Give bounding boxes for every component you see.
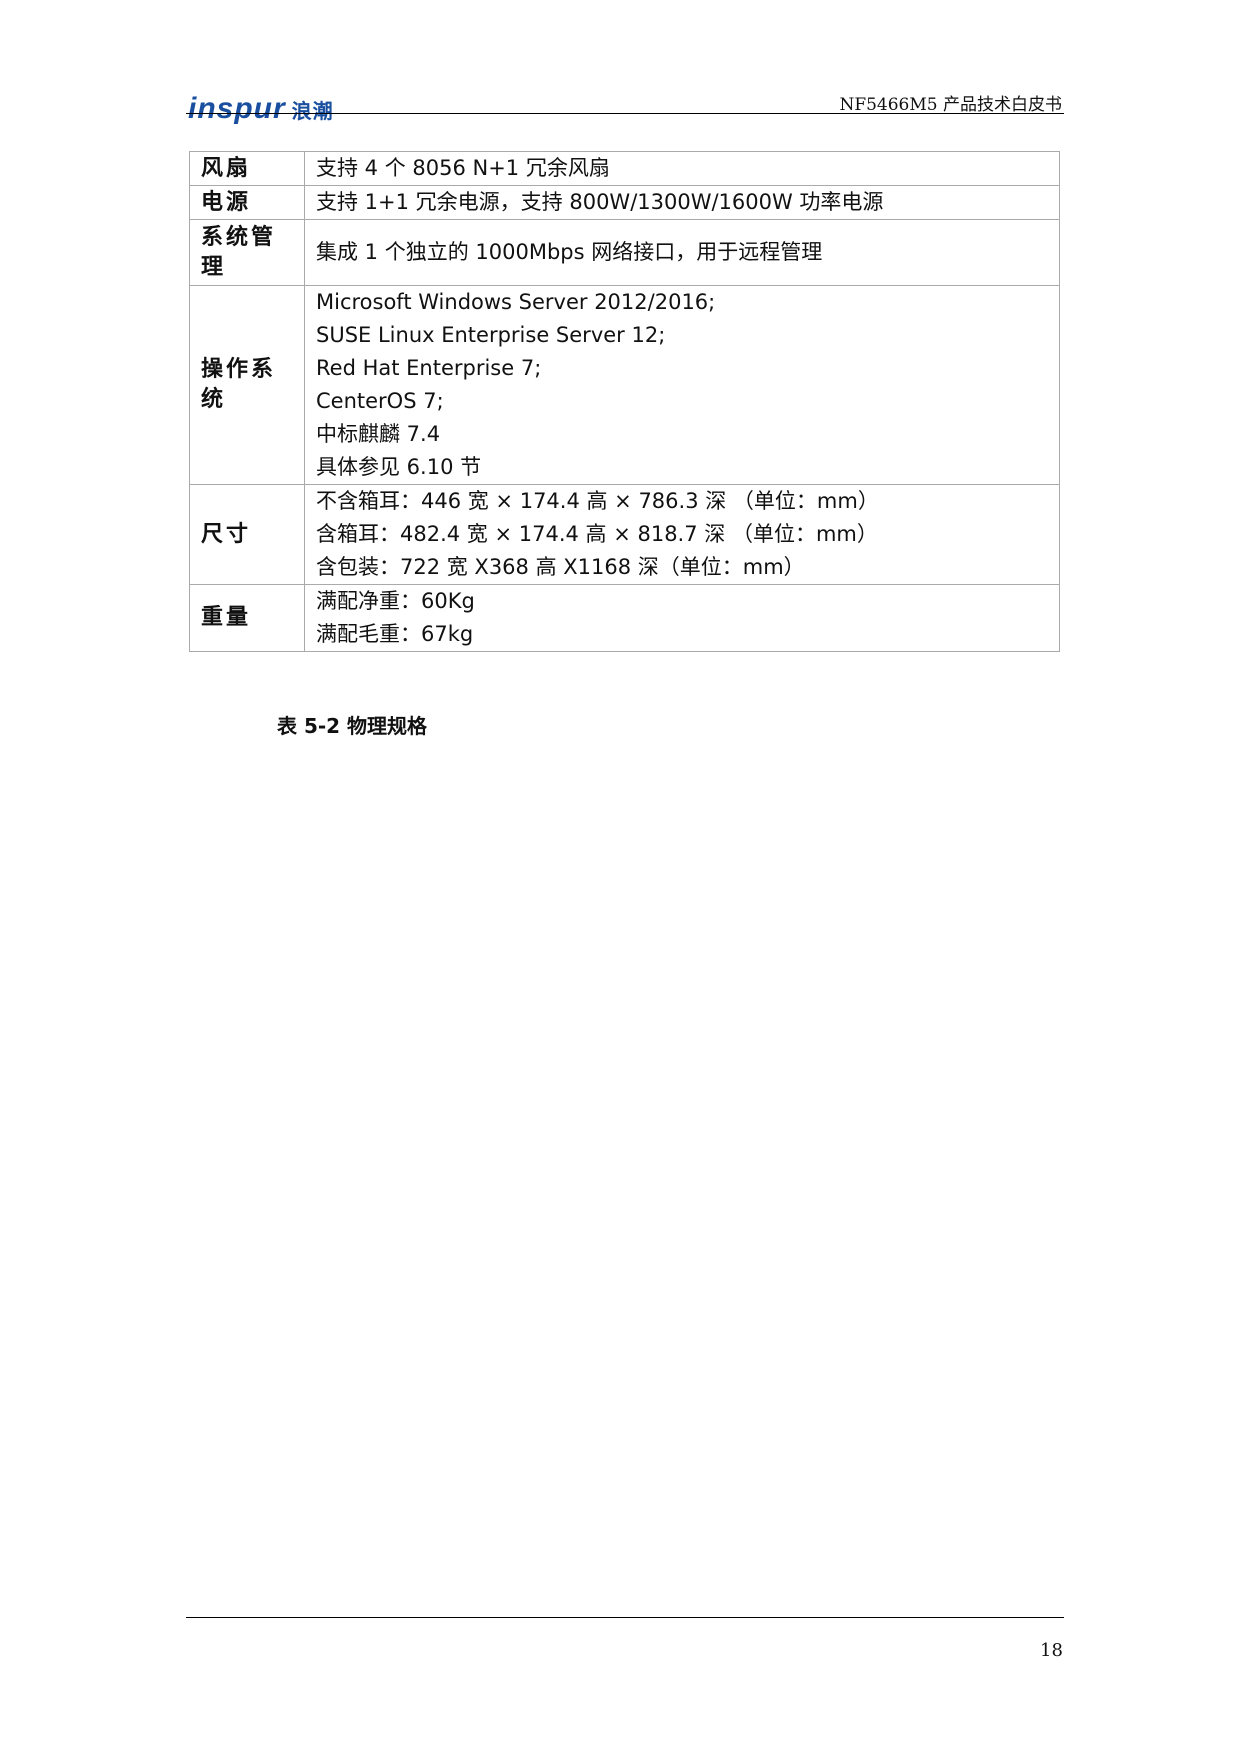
row-value: 不含箱耳：446 宽 × 174.4 高 × 786.3 深 （单位：mm） 含箱… [304,484,1060,585]
value-line: SUSE Linux Enterprise Server 12; [316,323,666,347]
footer-divider [186,1617,1064,1618]
value-line: Red Hat Enterprise 7; [316,356,542,380]
row-value: Microsoft Windows Server 2012/2016; SUSE … [304,285,1060,485]
table-caption: 表 5-2 物理规格 [277,714,428,738]
table-row: 操作系统 Microsoft Windows Server 2012/2016; S… [189,285,1060,485]
value-line: 满配毛重：67kg [316,622,474,646]
header-divider [186,113,1064,114]
value-line: 不含箱耳：446 宽 × 174.4 高 × 786.3 深 （单位：mm） [316,489,879,513]
row-key: 系统管理 [189,219,305,286]
spec-table: 风扇 支持 4 个 8056 N+1 冗余风扇 电源 支持 1+1 冗余电源，支持 8… [189,151,1060,652]
header-title: NF5466M5 产品技术白皮书 [839,95,1062,115]
value-line: 集成 1 个独立的 1000Mbps 网络接口，用于远程管理 [316,240,823,264]
value-line: Microsoft Windows Server 2012/2016; [316,290,716,314]
row-key: 操作系统 [189,285,305,485]
value-line: 中标麒麟 7.4 [316,422,441,446]
row-key: 尺寸 [189,484,305,585]
logo-cn: 浪潮 [291,101,334,123]
table-row: 重量 满配净重：60Kg 满配毛重：67kg [189,584,1060,652]
table-row: 风扇 支持 4 个 8056 N+1 冗余风扇 [189,151,1060,186]
row-key: 重量 [189,584,305,652]
value-line: 具体参见 6.10 节 [316,455,482,479]
row-value: 支持 4 个 8056 N+1 冗余风扇 [304,151,1060,186]
value-line: 含包装：722 宽 X368 高 X1168 深（单位：mm） [316,555,805,579]
row-key: 风扇 [189,151,305,186]
logo-text: inspur [188,92,286,125]
value-line: CenterOS 7; [316,389,444,413]
table-row: 系统管理 集成 1 个独立的 1000Mbps 网络接口，用于远程管理 [189,219,1060,286]
row-value: 满配净重：60Kg 满配毛重：67kg [304,584,1060,652]
row-key: 电源 [189,185,305,220]
value-line: 含箱耳：482.4 宽 × 174.4 高 × 818.7 深 （单位：mm） [316,522,878,546]
page-number: 18 [1040,1640,1063,1661]
value-line: 支持 4 个 8056 N+1 冗余风扇 [316,156,610,180]
inspur-logo: inspur 浪潮 [188,92,334,126]
table-row: 电源 支持 1+1 冗余电源，支持 800W/1300W/1600W 功率电源 [189,185,1060,220]
row-value: 支持 1+1 冗余电源，支持 800W/1300W/1600W 功率电源 [304,185,1060,220]
table-row: 尺寸 不含箱耳：446 宽 × 174.4 高 × 786.3 深 （单位：mm）… [189,484,1060,585]
value-line: 满配净重：60Kg [316,589,475,613]
row-value: 集成 1 个独立的 1000Mbps 网络接口，用于远程管理 [304,219,1060,286]
value-line: 支持 1+1 冗余电源，支持 800W/1300W/1600W 功率电源 [316,190,884,214]
